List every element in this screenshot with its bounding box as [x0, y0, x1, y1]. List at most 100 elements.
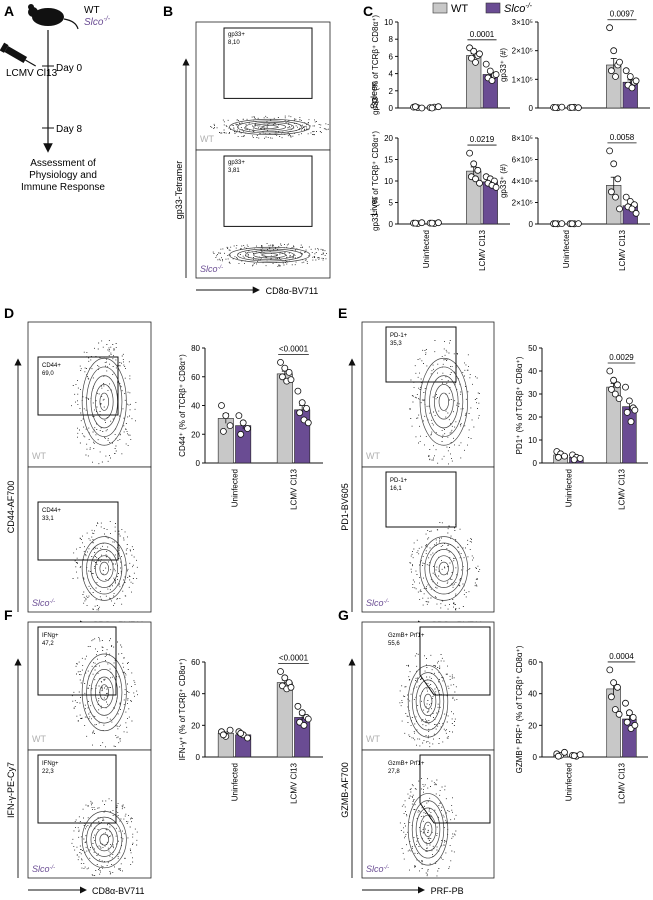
- data-point-wt: [287, 683, 295, 691]
- data-point-wt: [418, 219, 426, 227]
- data-point-wt: [411, 219, 419, 227]
- y-axis-label: gp33⁺ (% of TCRβ⁺ CD8α⁺): [371, 15, 380, 115]
- y-tick-label: 2: [389, 87, 394, 96]
- row-label-spleen: Spleen: [369, 81, 379, 109]
- y-axis-label: CD44⁺ (% of TCRβ⁺ CD8α⁺): [178, 354, 187, 457]
- flow-plot-F-wt: IFNg+ 47,2 WT: [27, 621, 152, 751]
- y-tick-label: 15: [384, 156, 393, 165]
- flow-y-axis-label: IFN-γ-PE-Cy7: [6, 762, 16, 818]
- flow-gate: [385, 326, 457, 383]
- gate-name: GzmB+ Prf1+: [388, 761, 425, 767]
- data-point-wt: [616, 58, 623, 66]
- data-point-ko: [575, 104, 582, 112]
- group-label-wt: WT: [366, 451, 380, 461]
- p-value-label: 0.0004: [609, 652, 634, 661]
- data-point-wt: [614, 381, 621, 389]
- data-point-wt: [606, 147, 613, 155]
- flow-contour: [86, 816, 123, 863]
- data-point-ko: [304, 419, 312, 427]
- data-point-wt: [558, 220, 566, 228]
- data-point-wt: [612, 73, 619, 80]
- flow-plot-frame: [27, 466, 152, 613]
- flow-contour: [429, 375, 459, 429]
- group-label-wt: WT: [32, 734, 46, 744]
- data-point-ko: [492, 71, 500, 78]
- y-tick-label: 2×10⁵: [512, 199, 533, 208]
- data-point-ko: [576, 751, 584, 758]
- day8-label: Day 8: [56, 124, 83, 135]
- y-tick-label: 2×10⁵: [512, 47, 533, 56]
- data-point-ko: [434, 219, 442, 227]
- data-point-ko: [294, 387, 302, 395]
- flow-plot-frame: [361, 466, 495, 613]
- flow-contour: [438, 392, 449, 411]
- group-label-ko-text: Slco: [32, 598, 50, 608]
- panel-letter-b: B: [163, 3, 173, 19]
- y-tick-label: 60: [191, 658, 200, 667]
- data-point-wt: [610, 679, 617, 686]
- y-axis-label: gp33⁺ (% of TCRβ⁺ CD8α⁺): [371, 131, 380, 231]
- data-point-wt: [219, 731, 227, 739]
- data-point-ko: [237, 430, 245, 438]
- gate-value: 22,3: [42, 769, 54, 775]
- data-point-ko: [576, 454, 584, 462]
- group-label-ko-sup: -/-: [218, 265, 224, 271]
- y-tick-label: 1×10⁵: [512, 75, 533, 84]
- flow-contour: [424, 366, 464, 437]
- y-tick-label: 0: [533, 753, 538, 762]
- group-label-ko-text: Slco: [366, 864, 384, 874]
- gate-value: 33,1: [42, 516, 54, 522]
- data-point-ko: [486, 67, 494, 75]
- data-point-wt: [608, 67, 615, 75]
- flow-contour: [90, 549, 118, 588]
- flow-contour: [229, 246, 311, 264]
- flow-contour: [415, 679, 441, 724]
- gate-value: 27,8: [388, 769, 400, 775]
- group-label-ko-text: Slco: [32, 864, 50, 874]
- flow-plot-E-ko: PD-1+ 16,1 Slco-/-: [361, 466, 495, 613]
- data-point-wt: [561, 452, 568, 460]
- flow-gate: [37, 501, 119, 561]
- group-label-ko: Slco-/-: [32, 864, 55, 874]
- data-point-ko: [622, 383, 629, 391]
- y-tick-label: 0: [529, 104, 534, 113]
- flow-contour: [245, 250, 295, 260]
- category-label-uninfected: Uninfected: [565, 763, 574, 801]
- data-point-ko: [622, 67, 630, 75]
- y-tick-label: 20: [384, 134, 393, 143]
- data-point-wt: [558, 103, 566, 111]
- mouse-icon: [28, 4, 79, 30]
- p-value-label: 0.0001: [470, 30, 495, 39]
- data-point-wt: [222, 412, 230, 420]
- data-point-ko: [296, 409, 304, 417]
- y-tick-label: 6: [389, 52, 394, 61]
- group-label-ko: Slco-/-: [366, 864, 389, 874]
- y-tick-label: 10: [384, 18, 393, 27]
- flow-y-axis-label: gp33-Tetramer: [174, 161, 184, 220]
- gate-name: IFNg+: [42, 633, 59, 639]
- flow-gate: [223, 27, 313, 99]
- group-label-ko-sup: -/-: [384, 865, 390, 871]
- y-axis-label: IFN-γ⁺ (% of TCRβ⁺ CD8α⁺): [178, 658, 187, 760]
- data-point-ko: [488, 77, 496, 84]
- panel-letter-g: G: [338, 607, 349, 623]
- data-point-wt: [418, 104, 426, 112]
- bar-chart-G: 0 20 40 60 GZMB⁺ PRF⁺ (% of TCRβ⁺ CD8α⁺) Unin…: [515, 645, 648, 804]
- flow-plot-G-wt: GzmB+ Prf1+ 55,6 WT: [361, 621, 495, 751]
- gate-name: gp33+: [228, 160, 245, 166]
- flow-gate: [223, 155, 313, 227]
- data-point-ko: [298, 709, 306, 717]
- y-tick-label: 50: [528, 344, 537, 353]
- data-point-ko: [300, 721, 308, 729]
- row-label-liver: Liver: [369, 196, 379, 216]
- flow-contour: [86, 542, 123, 595]
- legend: WT Slco-/-: [432, 2, 533, 15]
- y-axis-label: gp33⁺ (#): [499, 48, 508, 82]
- flow-contour: [245, 122, 295, 132]
- data-point-wt: [610, 160, 618, 168]
- data-point-ko: [434, 103, 442, 111]
- y-axis-label: gp33⁺ (#): [499, 164, 508, 198]
- flow-plot-frame: [27, 749, 152, 879]
- group-label-ko-text: Slco: [366, 598, 384, 608]
- data-point-wt: [472, 59, 479, 66]
